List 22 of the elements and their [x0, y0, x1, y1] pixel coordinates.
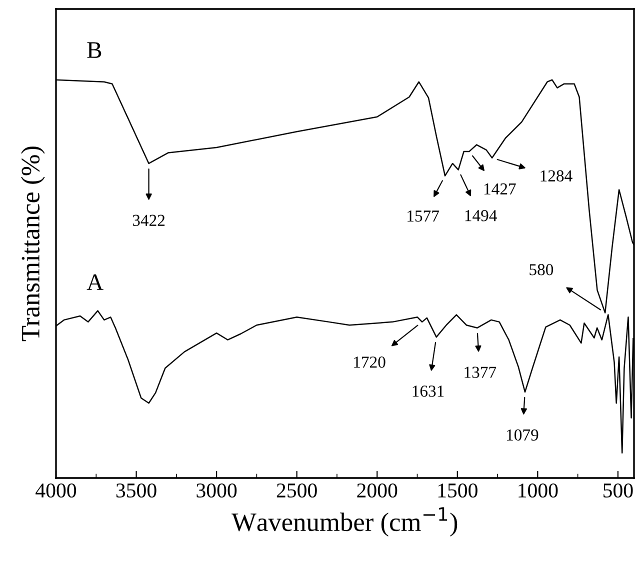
x-tick-label: 2500	[276, 483, 317, 498]
x-tick-label: 500	[604, 483, 633, 498]
annotation: 1377	[464, 366, 496, 378]
x-tick-label: 3500	[116, 483, 156, 498]
annotation: 1577	[408, 210, 439, 222]
x-tick-label: 1500	[438, 483, 478, 498]
annotation: 1079	[507, 429, 538, 441]
x-tick-label: 4000	[36, 483, 76, 498]
annotation: 580	[530, 264, 554, 276]
annotation: 1494	[465, 210, 497, 222]
annotation: 1427	[484, 183, 516, 194]
y-axis-title: Transmittance (%)	[20, 146, 45, 342]
annotation: 1284	[540, 170, 572, 182]
series-label: B	[87, 42, 102, 58]
annotation: 3422	[132, 214, 165, 226]
annotation: 1631	[412, 386, 444, 397]
x-tick-label: 3000	[196, 483, 237, 498]
x-axis-title: Wavenumber (cm$^{−1}$)	[232, 507, 458, 536]
x-tick-label: 2000	[357, 483, 398, 498]
x-tick-label: 1000	[518, 483, 558, 498]
annotation: 1720	[354, 356, 386, 368]
series-label: A	[86, 274, 104, 290]
